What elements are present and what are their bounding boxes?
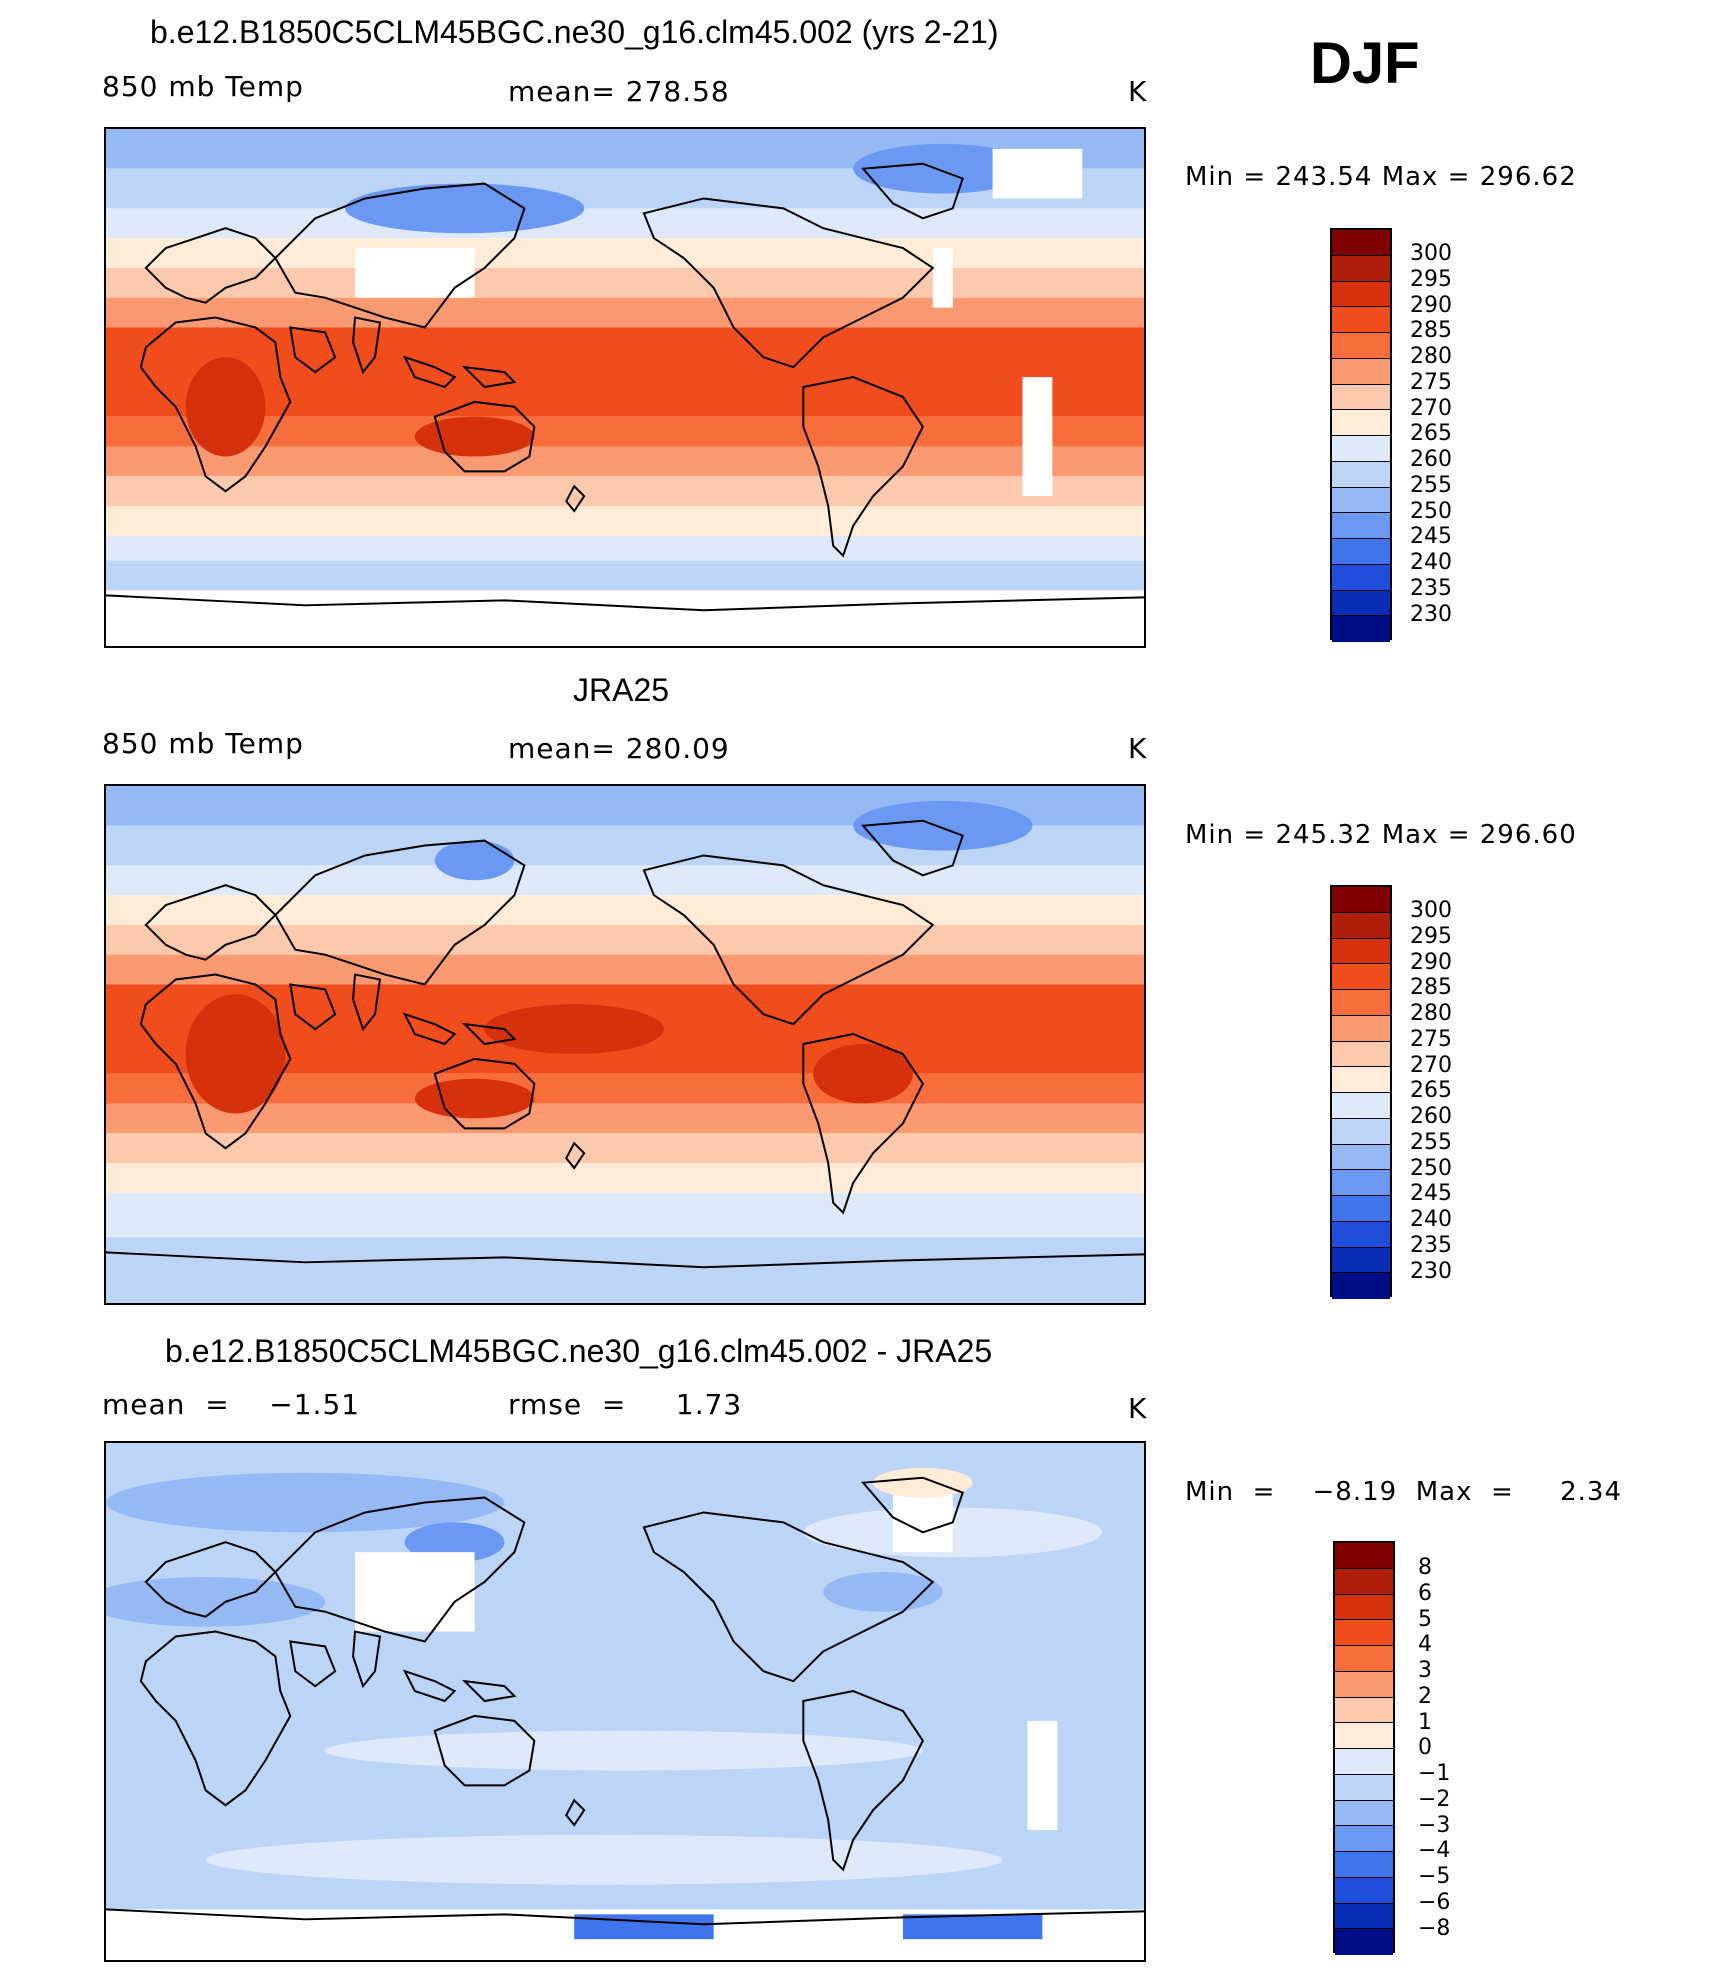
world-coastline-icon bbox=[106, 786, 1144, 1303]
colorbar-labels-obs: 300 295 290 285 280 275 270 265 260 255 … bbox=[1410, 898, 1490, 1298]
panel-units-obs: K bbox=[1128, 732, 1148, 765]
colorbar-tick-label: 280 bbox=[1410, 1001, 1452, 1026]
colorbar-tick-label: −4 bbox=[1418, 1838, 1451, 1864]
colorbar-tick-label: 275 bbox=[1410, 369, 1452, 395]
colorbar-tick-label: 230 bbox=[1410, 601, 1452, 627]
colorbar-tick-label: 300 bbox=[1410, 898, 1452, 923]
panel-left-text-obs: 850 mb Temp bbox=[102, 727, 304, 760]
colorbar-tick-label: 1 bbox=[1418, 1709, 1432, 1735]
colorbar-tick-label: 235 bbox=[1410, 575, 1452, 601]
panel-minmax-diff: Min = −8.19 Max = 2.34 bbox=[1185, 1477, 1622, 1507]
colorbar-tick-label: 2 bbox=[1418, 1683, 1432, 1709]
colorbar-tick-label: 250 bbox=[1410, 498, 1452, 524]
colorbar-tick-label: 3 bbox=[1418, 1658, 1432, 1683]
colorbar-tick-label: 300 bbox=[1410, 241, 1452, 266]
colorbar-tick-label: 285 bbox=[1410, 975, 1452, 1001]
colorbar-tick-label: −3 bbox=[1418, 1812, 1451, 1838]
colorbar-diff bbox=[1333, 1541, 1395, 1955]
colorbar-tick-label: 280 bbox=[1410, 344, 1452, 369]
colorbar-tick-label: 295 bbox=[1410, 923, 1452, 949]
colorbar-tick-label: 5 bbox=[1418, 1606, 1432, 1632]
colorbar-tick-label: −5 bbox=[1418, 1864, 1451, 1889]
colorbar-labels-diff: 8 6 5 4 3 2 1 0 −1 −2 −3 −4 −5 −6 −8 bbox=[1418, 1555, 1498, 1955]
colorbar-tick-label: 265 bbox=[1410, 1078, 1452, 1104]
colorbar-tick-label: 240 bbox=[1410, 1207, 1452, 1232]
map-model bbox=[104, 127, 1146, 648]
panel-left-text-model: 850 mb Temp bbox=[102, 70, 304, 103]
colorbar-tick-label: −2 bbox=[1418, 1786, 1451, 1812]
colorbar-tick-label: 260 bbox=[1410, 1104, 1452, 1129]
colorbar-tick-label: 8 bbox=[1418, 1555, 1432, 1580]
colorbar-tick-label: 255 bbox=[1410, 472, 1452, 498]
panel-title-diff: b.e12.B1850C5CLM45BGC.ne30_g16.clm45.002… bbox=[165, 1333, 993, 1369]
colorbar-model bbox=[1330, 228, 1392, 642]
colorbar-tick-label: 275 bbox=[1410, 1026, 1452, 1052]
panel-minmax-model: Min = 243.54 Max = 296.62 bbox=[1185, 162, 1577, 192]
colorbar-tick-label: 245 bbox=[1410, 1181, 1452, 1207]
panel-mean-obs: mean= 280.09 bbox=[508, 732, 730, 765]
map-obs bbox=[104, 784, 1146, 1305]
colorbar-tick-label: 250 bbox=[1410, 1155, 1452, 1181]
panel-mean-model: mean= 278.58 bbox=[508, 75, 730, 108]
colorbar-tick-label: 285 bbox=[1410, 318, 1452, 344]
panel-minmax-obs: Min = 245.32 Max = 296.60 bbox=[1185, 820, 1577, 850]
colorbar-tick-label: 4 bbox=[1418, 1632, 1432, 1658]
colorbar-tick-label: 255 bbox=[1410, 1129, 1452, 1155]
panel-mean-diff: mean = −1.51 bbox=[102, 1388, 361, 1421]
world-coastline-icon bbox=[106, 129, 1144, 646]
panel-title-obs: JRA25 bbox=[573, 672, 670, 708]
colorbar-tick-label: −1 bbox=[1418, 1761, 1451, 1786]
colorbar-tick-label: 230 bbox=[1410, 1258, 1452, 1284]
panel-units-model: K bbox=[1128, 75, 1148, 108]
colorbar-tick-label: 235 bbox=[1410, 1232, 1452, 1258]
world-coastline-icon bbox=[106, 1443, 1144, 1960]
panel-units-diff: K bbox=[1128, 1392, 1148, 1425]
colorbar-tick-label: −8 bbox=[1418, 1915, 1451, 1941]
colorbar-tick-label: 0 bbox=[1418, 1735, 1432, 1761]
colorbar-labels-model: 300 295 290 285 280 275 270 265 260 255 … bbox=[1410, 241, 1490, 641]
colorbar-tick-label: 245 bbox=[1410, 524, 1452, 550]
map-diff bbox=[104, 1441, 1146, 1962]
colorbar-tick-label: 270 bbox=[1410, 1052, 1452, 1078]
colorbar-tick-label: −6 bbox=[1418, 1889, 1451, 1915]
colorbar-tick-label: 290 bbox=[1410, 949, 1452, 975]
colorbar-tick-label: 6 bbox=[1418, 1580, 1432, 1606]
colorbar-tick-label: 295 bbox=[1410, 266, 1452, 292]
season-label: DJF bbox=[1310, 31, 1420, 96]
panel-rmse-diff: rmse = 1.73 bbox=[508, 1388, 743, 1421]
colorbar-obs bbox=[1330, 885, 1392, 1299]
colorbar-tick-label: 290 bbox=[1410, 292, 1452, 318]
panel-title-model: b.e12.B1850C5CLM45BGC.ne30_g16.clm45.002… bbox=[150, 14, 999, 50]
colorbar-tick-label: 260 bbox=[1410, 447, 1452, 472]
colorbar-tick-label: 265 bbox=[1410, 421, 1452, 447]
colorbar-tick-label: 270 bbox=[1410, 395, 1452, 421]
colorbar-tick-label: 240 bbox=[1410, 550, 1452, 575]
